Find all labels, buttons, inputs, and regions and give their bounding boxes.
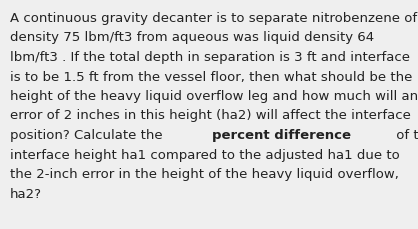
Text: ha2?: ha2?: [10, 187, 42, 200]
Text: height of the heavy liquid overflow leg and how much will an: height of the heavy liquid overflow leg …: [10, 90, 418, 103]
Text: error of 2 inches in this height (ha2) will affect the interface: error of 2 inches in this height (ha2) w…: [10, 109, 411, 122]
Text: the 2-inch error in the height of the heavy liquid overflow,: the 2-inch error in the height of the he…: [10, 167, 399, 180]
Text: density 75 lbm/ft3 from aqueous was liquid density 64: density 75 lbm/ft3 from aqueous was liqu…: [10, 31, 374, 44]
Text: lbm/ft3 . If the total depth in separation is 3 ft and interface: lbm/ft3 . If the total depth in separati…: [10, 51, 410, 64]
Text: position? Calculate the: position? Calculate the: [10, 128, 167, 141]
Text: interface height ha1 compared to the adjusted ha1 due to: interface height ha1 compared to the adj…: [10, 148, 400, 161]
Text: A continuous gravity decanter is to separate nitrobenzene of: A continuous gravity decanter is to sepa…: [10, 12, 417, 25]
Text: is to be 1.5 ft from the vessel floor, then what should be the: is to be 1.5 ft from the vessel floor, t…: [10, 70, 413, 83]
Text: of the original: of the original: [392, 128, 418, 141]
Text: percent difference: percent difference: [212, 128, 352, 141]
